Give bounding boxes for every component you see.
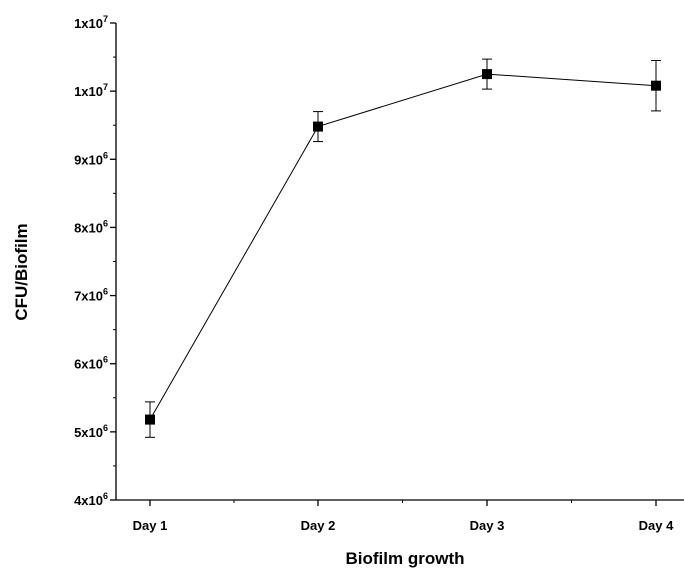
y-tick-label: 4x106 xyxy=(74,491,108,508)
y-tick-label: 8x106 xyxy=(74,218,108,235)
data-point xyxy=(651,80,661,91)
x-tick-label: Day 3 xyxy=(470,518,505,533)
y-ticks: 4x106 5x106 6x106 7x106 8x106 9x106 1x107 1x107 xyxy=(74,14,116,508)
series-layer xyxy=(145,58,661,438)
data-point xyxy=(313,121,323,132)
x-tick-label: Day 2 xyxy=(301,518,336,533)
y-tick-label: 9x106 xyxy=(74,150,108,167)
y-tick-label: 6x106 xyxy=(74,355,108,372)
series-line xyxy=(149,73,657,420)
data-point xyxy=(482,69,492,80)
x-tick-label: Day 1 xyxy=(133,518,168,533)
x-axis-title: Biofilm growth xyxy=(346,549,465,568)
x-ticks: Day 1 Day 2 Day 3 Day 4 xyxy=(133,500,674,533)
axes xyxy=(115,23,684,501)
y-tick-label: 7x106 xyxy=(74,287,108,304)
y-tick-label: 1x107 xyxy=(74,14,108,31)
data-point xyxy=(145,414,155,425)
y-tick-label: 1x107 xyxy=(74,82,108,99)
y-tick-label: 5x106 xyxy=(74,423,108,440)
y-axis-title: CFU/Biofilm xyxy=(12,223,31,320)
x-tick-label: Day 4 xyxy=(639,518,674,533)
